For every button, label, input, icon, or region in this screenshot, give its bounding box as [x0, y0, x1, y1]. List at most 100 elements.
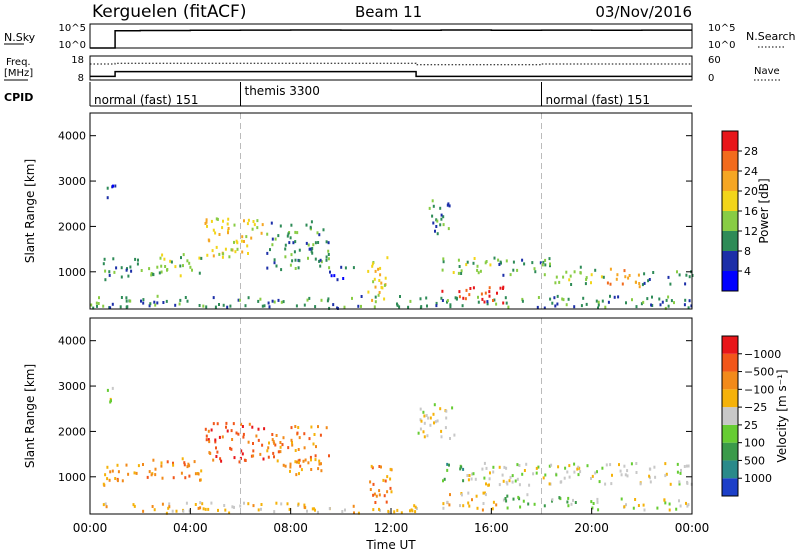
heatmap-cell — [570, 502, 573, 506]
heatmap-cell — [125, 296, 128, 300]
heatmap-cell — [561, 297, 564, 301]
heatmap-cell — [367, 269, 370, 273]
heatmap-cell — [113, 270, 116, 274]
heatmap-cell — [237, 298, 240, 302]
heatmap-cell — [273, 261, 276, 265]
heatmap-cell — [419, 407, 422, 411]
heatmap-cell — [201, 502, 204, 506]
heatmap-cell — [617, 295, 620, 299]
heatmap-cell — [486, 300, 489, 304]
heatmap-cell — [90, 303, 93, 307]
heatmap-cell — [167, 506, 170, 510]
heatmap-cell — [619, 469, 622, 473]
heatmap-cell — [194, 503, 197, 506]
heatmap-cell — [577, 473, 580, 477]
heatmap-cell — [200, 469, 203, 473]
heatmap-cell — [320, 462, 322, 466]
heatmap-cell — [229, 446, 232, 450]
heatmap-cell — [247, 296, 250, 300]
heatmap-cell — [220, 459, 223, 463]
heatmap-cell — [448, 204, 451, 208]
heatmap-cell — [568, 464, 571, 468]
heatmap-cell — [120, 296, 123, 299]
heatmap-cell — [457, 271, 460, 275]
heatmap-cell — [133, 471, 136, 475]
heatmap-cell — [683, 303, 686, 307]
heatmap-cell — [233, 456, 236, 460]
heatmap-cell — [664, 306, 667, 310]
heatmap-cell — [544, 263, 547, 267]
heatmap-cell — [314, 257, 317, 261]
x-tick-label: 20:00 — [574, 521, 609, 535]
heatmap-cell — [517, 495, 520, 499]
heatmap-cell — [458, 295, 461, 299]
cpid-segment-label: normal (fast) 151 — [546, 93, 650, 107]
heatmap-cell — [289, 465, 292, 469]
power-time-markers — [240, 113, 542, 309]
heatmap-cell — [252, 449, 255, 453]
heatmap-cell — [646, 297, 649, 301]
heatmap-cell — [562, 298, 565, 302]
heatmap-cell — [227, 229, 230, 233]
heatmap-cell — [256, 226, 259, 230]
heatmap-cell — [314, 508, 316, 512]
heatmap-cell — [226, 305, 229, 309]
heatmap-cell — [378, 507, 380, 511]
heatmap-cell — [383, 283, 386, 287]
heatmap-cell — [498, 465, 501, 469]
heatmap-cell — [212, 458, 215, 462]
heatmap-cell — [150, 272, 153, 275]
heatmap-cell — [276, 459, 279, 463]
heatmap-cell — [125, 268, 128, 272]
heatmap-cell — [425, 296, 428, 300]
beam-label: Beam 11 — [355, 3, 422, 21]
heatmap-cell — [396, 302, 398, 306]
heatmap-cell — [476, 264, 479, 268]
heatmap-cell — [573, 470, 576, 474]
heatmap-cell — [502, 479, 505, 483]
heatmap-cell — [505, 499, 508, 503]
heatmap-cell — [297, 448, 300, 451]
heatmap-cell — [318, 259, 321, 263]
heatmap-cell — [303, 303, 306, 307]
heatmap-cell — [225, 421, 228, 425]
heatmap-cell — [111, 302, 114, 306]
heatmap-cell — [199, 506, 202, 510]
heatmap-cell — [353, 511, 355, 515]
heatmap-cell — [104, 473, 107, 477]
heatmap-cell — [154, 473, 157, 477]
heatmap-cell — [483, 491, 486, 495]
heatmap-cell — [618, 463, 620, 467]
heatmap-cell — [509, 273, 512, 277]
heatmap-cell — [534, 270, 537, 274]
frequency-tick-bottom: 8 — [78, 73, 84, 84]
heatmap-cell — [439, 223, 442, 227]
heatmap-cell — [419, 427, 422, 431]
heatmap-cell — [96, 304, 98, 308]
heatmap-cell — [635, 462, 638, 465]
heatmap-cell — [457, 258, 460, 262]
heatmap-cell — [492, 465, 495, 469]
heatmap-cell — [182, 264, 184, 268]
heatmap-cell — [186, 465, 189, 469]
heatmap-cell — [551, 301, 554, 305]
heatmap-cell — [396, 508, 399, 512]
heatmap-cell — [413, 504, 416, 508]
heatmap-cell — [289, 263, 292, 267]
heatmap-cell — [372, 508, 375, 512]
heatmap-cell — [637, 504, 640, 507]
heatmap-cell — [248, 422, 251, 426]
heatmap-cell — [460, 269, 463, 273]
y-tick-label: 1000 — [58, 471, 86, 484]
heatmap-cell — [522, 499, 525, 503]
heatmap-cell — [533, 267, 536, 271]
heatmap-cell — [606, 281, 609, 285]
cpid-label: CPID — [4, 91, 33, 104]
heatmap-cell — [332, 303, 335, 307]
heatmap-cell — [495, 503, 498, 507]
heatmap-cell — [607, 300, 610, 304]
heatmap-cell — [506, 506, 509, 510]
heatmap-cell — [643, 281, 646, 285]
heatmap-cell — [318, 459, 321, 463]
heatmap-cell — [153, 508, 156, 512]
